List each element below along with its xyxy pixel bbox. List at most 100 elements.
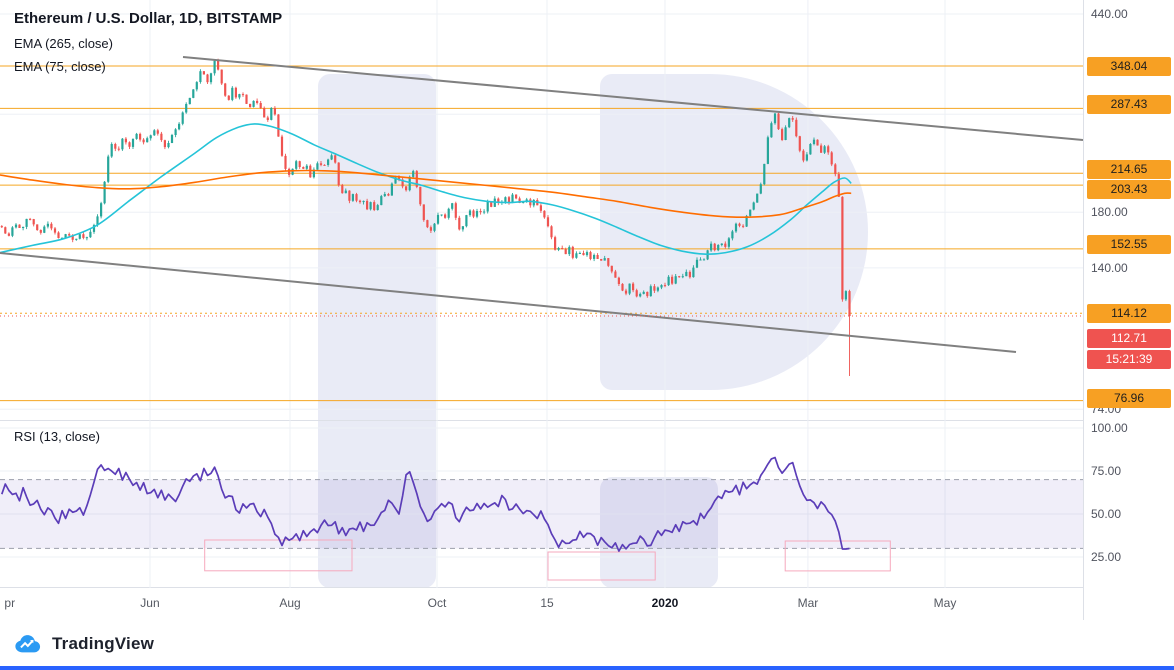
candle-body (678, 276, 681, 278)
candle-body (355, 194, 358, 201)
candle-body (227, 95, 230, 100)
candle-body (149, 135, 152, 139)
candle-body (571, 246, 574, 258)
candle-body (770, 123, 773, 138)
candle-body (610, 265, 613, 272)
candle-body (0, 226, 3, 228)
candle-body (288, 168, 291, 175)
candle-body (692, 267, 695, 278)
rsi-pane[interactable]: RSI (13, close) (0, 421, 1083, 588)
candle-body (802, 150, 805, 161)
time-axis[interactable]: pr Jun Aug Oct 15 2020 Mar May (0, 588, 1083, 620)
candle-body (163, 140, 166, 148)
time-axis-label: 15 (540, 596, 554, 610)
candle-body (192, 89, 195, 98)
time-axis-label: Oct (427, 596, 447, 610)
candle-body (330, 155, 333, 160)
candle-body (256, 100, 259, 103)
candle-body (263, 108, 266, 118)
price-axis-label: 180.00 (1091, 205, 1128, 220)
candle-body (642, 291, 645, 294)
time-axis-label: May (933, 596, 957, 610)
candle-body (160, 133, 163, 141)
candle-body (773, 113, 777, 124)
candle-body (68, 234, 71, 236)
price-level-badge: 114.12 (1087, 303, 1171, 323)
candle-body (75, 238, 78, 240)
candle-body (224, 83, 227, 96)
candle-body (231, 87, 234, 100)
candle-body (394, 177, 397, 184)
candle-body (241, 94, 245, 96)
candle-body (777, 113, 780, 130)
candle-body (341, 185, 344, 194)
candle-body (195, 82, 198, 90)
candle-body (812, 139, 816, 144)
tradingview-brand-label: TradingView (52, 634, 155, 653)
candle-body (156, 130, 159, 134)
candle-body (14, 224, 18, 228)
rsi-alert-box (784, 540, 891, 572)
rsi-axis-label: 25.00 (1091, 550, 1122, 565)
candle-body (816, 139, 819, 146)
candle-body (788, 118, 791, 128)
candle-body (795, 119, 798, 137)
candle-body (504, 197, 507, 202)
candle-body (607, 258, 610, 266)
candle-body (628, 283, 631, 294)
price-axis-label: 140.00 (1091, 260, 1128, 275)
candle-body (277, 114, 280, 137)
rsi-line (0, 456, 850, 552)
candle-body (784, 127, 787, 140)
candle-body (515, 194, 518, 199)
candle-body (153, 130, 156, 136)
candle-body (401, 179, 404, 187)
candle-body (429, 227, 432, 231)
candle-body (174, 129, 177, 135)
candle-body (614, 271, 617, 278)
candle-body (444, 214, 447, 218)
candle-body (312, 169, 315, 178)
candle-body (284, 155, 287, 169)
candle-body (213, 60, 216, 74)
candle-body (270, 108, 273, 120)
time-axis-label: 2020 (651, 596, 679, 610)
candle-body (710, 243, 713, 251)
rsi-chart-canvas[interactable] (0, 421, 1083, 588)
candle-body (717, 245, 720, 251)
price-axis[interactable]: 440.00 180.00 140.00 74.00 100.00 75.00 50.00 2… (1083, 0, 1174, 620)
candle-body (653, 286, 656, 291)
candle-body (550, 226, 553, 238)
candle-body (479, 211, 482, 213)
bottom-accent-bar (0, 666, 1174, 670)
candle-body (121, 138, 124, 150)
ema-265-line (0, 169, 852, 219)
candle-body (458, 217, 461, 230)
candle-body (798, 136, 801, 151)
candle-body (383, 194, 386, 197)
candle-body (131, 139, 135, 147)
tradingview-cloud-icon (15, 635, 41, 653)
candle-body (483, 211, 486, 213)
candle-body (834, 164, 837, 175)
price-pane[interactable]: Ethereum / U.S. Dollar, 1D, BITSTAMP EMA… (0, 0, 1083, 421)
candle-body (238, 94, 241, 98)
candle-body (635, 290, 638, 297)
rsi-alert-box (547, 551, 656, 581)
price-chart-canvas[interactable] (0, 0, 1083, 421)
candle-body (397, 177, 401, 180)
candle-body (486, 201, 489, 212)
candle-body (451, 203, 454, 209)
candle-body (539, 205, 542, 211)
candle-body (71, 235, 74, 240)
candle-body (734, 223, 738, 232)
candle-body (738, 223, 741, 226)
candle-body (107, 156, 110, 182)
tradingview-brand-link[interactable]: TradingView (14, 634, 154, 654)
candle-body (358, 200, 362, 203)
candle-body (46, 223, 49, 227)
candle-body (181, 112, 184, 124)
candle-body (837, 174, 840, 197)
candle-body (674, 276, 677, 284)
